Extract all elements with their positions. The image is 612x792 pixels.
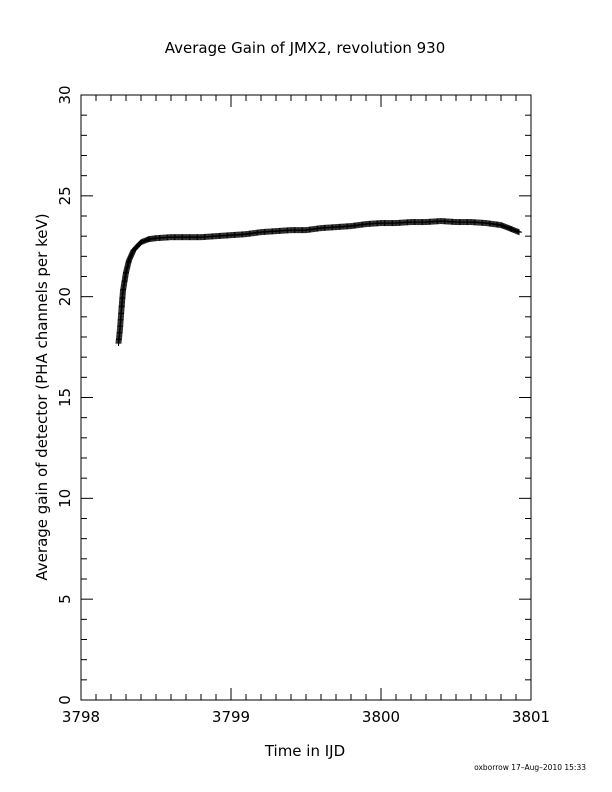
- y-tick-label: 30: [56, 85, 74, 104]
- data-points: [115, 218, 522, 347]
- x-tick-label: 3801: [512, 708, 550, 726]
- plot-frame: [80, 94, 532, 701]
- chart-title: Average Gain of JMX2, revolution 930: [165, 39, 446, 57]
- y-axis-label: Average gain of detector (PHA channels p…: [33, 213, 51, 580]
- footer-stamp: oxborrow 17–Aug–2010 15:33: [474, 763, 586, 772]
- y-tick-label: 25: [56, 186, 74, 205]
- x-tick-labels: 3798 3799 3800 3801: [62, 708, 550, 726]
- y-tick-labels: 0 5 10 15 20 25 30: [56, 85, 74, 704]
- y-tick-label: 0: [56, 695, 74, 705]
- y-tick-label: 15: [56, 388, 74, 407]
- y-tick-label: 20: [56, 287, 74, 306]
- data-point: [516, 229, 522, 236]
- axis-ticks: [80, 94, 532, 701]
- y-tick-label: 10: [56, 489, 74, 508]
- x-tick-label: 3799: [212, 708, 250, 726]
- y-tick-label: 5: [56, 594, 74, 604]
- x-tick-label: 3798: [62, 708, 100, 726]
- x-tick-label: 3800: [362, 708, 400, 726]
- x-axis-label: Time in IJD: [264, 742, 345, 760]
